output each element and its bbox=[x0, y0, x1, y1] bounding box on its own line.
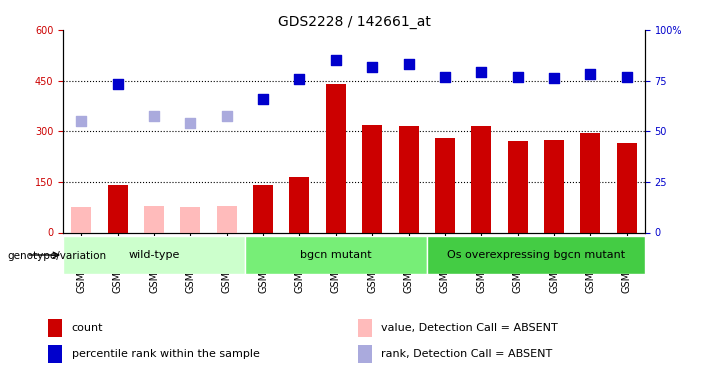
Point bbox=[476, 69, 487, 75]
Bar bbox=[217, 206, 237, 232]
Point bbox=[367, 64, 378, 70]
Point bbox=[512, 74, 523, 80]
Bar bbox=[108, 185, 128, 232]
Bar bbox=[508, 141, 528, 232]
Bar bbox=[471, 126, 491, 232]
Bar bbox=[399, 126, 418, 232]
Point bbox=[185, 120, 196, 126]
Bar bbox=[63, 236, 245, 274]
Text: value, Detection Call = ABSENT: value, Detection Call = ABSENT bbox=[381, 323, 558, 333]
Title: GDS2228 / 142661_at: GDS2228 / 142661_at bbox=[278, 15, 430, 29]
Text: bgcn mutant: bgcn mutant bbox=[300, 250, 372, 260]
Bar bbox=[358, 345, 372, 363]
Bar bbox=[48, 319, 62, 337]
Point bbox=[294, 76, 305, 82]
Point bbox=[76, 118, 87, 124]
Bar bbox=[326, 84, 346, 232]
Point bbox=[403, 61, 414, 67]
Text: genotype/variation: genotype/variation bbox=[7, 251, 106, 261]
Point bbox=[585, 71, 596, 77]
Bar bbox=[617, 143, 637, 232]
Bar bbox=[544, 140, 564, 232]
Text: rank, Detection Call = ABSENT: rank, Detection Call = ABSENT bbox=[381, 349, 552, 359]
Bar bbox=[253, 185, 273, 232]
Point bbox=[112, 81, 123, 87]
Bar bbox=[48, 345, 62, 363]
Bar bbox=[580, 133, 600, 232]
Point bbox=[440, 74, 451, 80]
Point bbox=[548, 75, 559, 81]
Bar bbox=[144, 206, 164, 232]
Point bbox=[221, 113, 232, 119]
Bar bbox=[180, 207, 200, 232]
Point bbox=[149, 113, 160, 119]
Text: wild-type: wild-type bbox=[128, 250, 179, 260]
Point bbox=[330, 57, 341, 63]
Bar bbox=[427, 236, 645, 274]
Bar bbox=[290, 177, 309, 232]
Point bbox=[257, 96, 268, 102]
Text: Os overexpressing bgcn mutant: Os overexpressing bgcn mutant bbox=[447, 250, 625, 260]
Bar bbox=[72, 207, 91, 232]
Bar bbox=[245, 236, 427, 274]
Point bbox=[621, 74, 632, 80]
Bar bbox=[435, 138, 455, 232]
Bar bbox=[358, 319, 372, 337]
Bar bbox=[362, 124, 382, 232]
Text: percentile rank within the sample: percentile rank within the sample bbox=[72, 349, 259, 359]
Text: count: count bbox=[72, 323, 103, 333]
